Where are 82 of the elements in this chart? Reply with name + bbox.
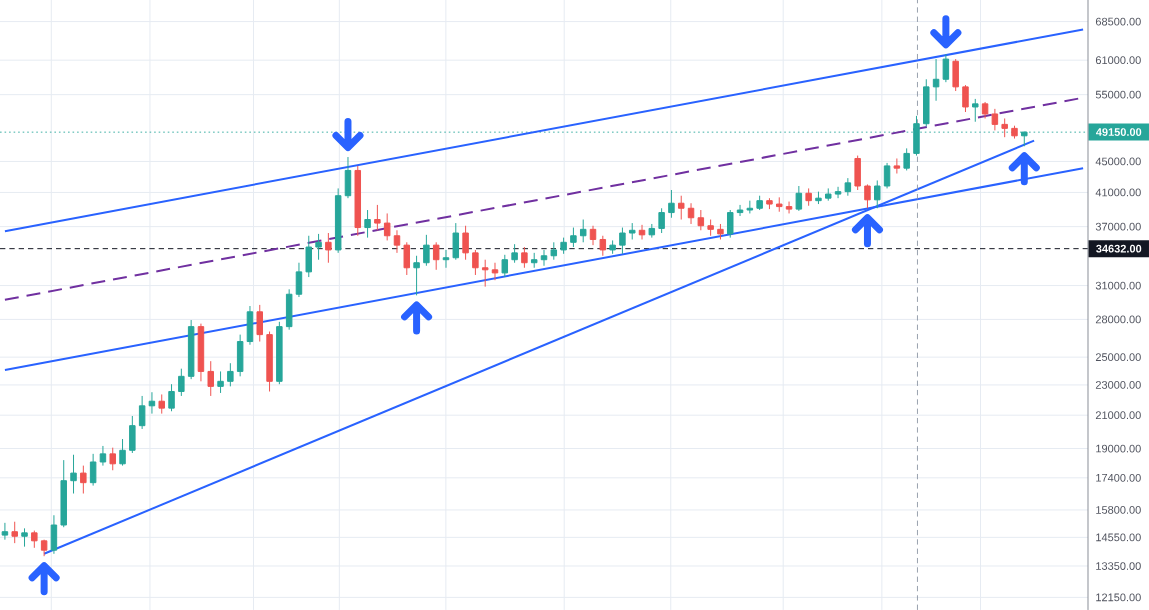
y-tick-label: 55000.00 <box>1095 90 1141 99</box>
candlestick <box>942 53 950 83</box>
candlestick <box>932 58 940 102</box>
candlestick <box>883 162 891 189</box>
candlestick <box>178 368 185 397</box>
candlestick <box>374 204 381 231</box>
candlestick <box>413 255 420 296</box>
y-tick-label: 21000.00 <box>1095 411 1141 420</box>
candlestick <box>579 219 587 243</box>
candlestick <box>89 453 97 487</box>
candlestick <box>962 84 969 113</box>
candlestick <box>677 195 685 221</box>
y-tick-label: 41000.00 <box>1095 188 1141 197</box>
candlestick <box>501 254 509 278</box>
candlestick <box>481 259 489 288</box>
candlestick <box>315 233 322 261</box>
y-tick-label: 17400.00 <box>1096 473 1141 482</box>
candlestick <box>432 241 440 271</box>
candlestick <box>227 362 234 387</box>
candlestick <box>570 227 577 248</box>
candlestick <box>256 304 263 343</box>
candlestick <box>119 438 126 467</box>
candlestick <box>138 395 146 430</box>
candlestick <box>599 235 607 257</box>
ref-line-label: 34632.00 <box>1096 244 1142 253</box>
candlestick <box>393 229 401 254</box>
candlestick <box>874 179 881 209</box>
y-tick-label: 12150.00 <box>1096 593 1141 602</box>
candlestick <box>472 249 479 276</box>
candlestick <box>158 393 165 415</box>
candlestick <box>364 209 371 239</box>
y-tick-label: 13350.00 <box>1096 562 1141 570</box>
candlestick <box>687 202 695 225</box>
candlestick <box>21 527 28 548</box>
y-tick-label: 61000.00 <box>1095 56 1141 65</box>
y-tick-label: 19000.00 <box>1096 444 1141 453</box>
candlestick <box>295 262 303 298</box>
candlestick <box>80 465 87 495</box>
candlestick <box>834 186 842 199</box>
candlestick <box>11 521 18 544</box>
candlestick <box>217 370 224 394</box>
candlestick <box>70 454 77 495</box>
candlestick <box>168 383 175 412</box>
candlestick <box>619 227 626 255</box>
y-tick-label: 31000.00 <box>1095 281 1141 290</box>
candlestick <box>991 108 999 131</box>
candlestick <box>893 158 901 175</box>
candlestick <box>423 234 430 267</box>
y-tick-label: 68500.00 <box>1095 17 1141 26</box>
y-tick-label: 23000.00 <box>1095 381 1141 389</box>
candlestick <box>785 201 793 214</box>
y-tick-label: 28000.00 <box>1095 315 1141 324</box>
y-tick-label: 15800.00 <box>1096 506 1141 514</box>
candlestick <box>109 447 116 471</box>
candlestick <box>325 232 332 264</box>
candlestick <box>383 212 391 241</box>
candlestick <box>668 189 675 219</box>
candlestick <box>697 209 705 231</box>
ref-line-label: 49150.00 <box>1096 128 1142 136</box>
candlestick <box>462 225 469 261</box>
candlestick <box>511 243 518 264</box>
candlestick <box>99 445 107 467</box>
y-tick-label: 45000.00 <box>1095 157 1141 166</box>
candlestick <box>903 147 910 171</box>
candlestick <box>1001 117 1008 138</box>
candlestick <box>207 360 214 397</box>
candlestick <box>736 204 744 217</box>
y-tick-label: 25000.00 <box>1095 353 1141 362</box>
candlestick <box>972 98 979 123</box>
candlestick <box>864 183 871 209</box>
candlestick <box>540 249 548 267</box>
y-tick-label: 37000.00 <box>1095 222 1141 231</box>
y-tick-label: 14550.00 <box>1096 533 1141 542</box>
candlestick <box>521 246 528 269</box>
candlestick <box>589 225 597 246</box>
candlestick <box>403 241 411 276</box>
candlestick <box>442 249 450 269</box>
candlestick <box>491 262 499 281</box>
candlestick <box>727 209 734 239</box>
candlestick <box>1 522 9 541</box>
candlestick <box>795 185 803 212</box>
candlestick <box>658 207 665 234</box>
